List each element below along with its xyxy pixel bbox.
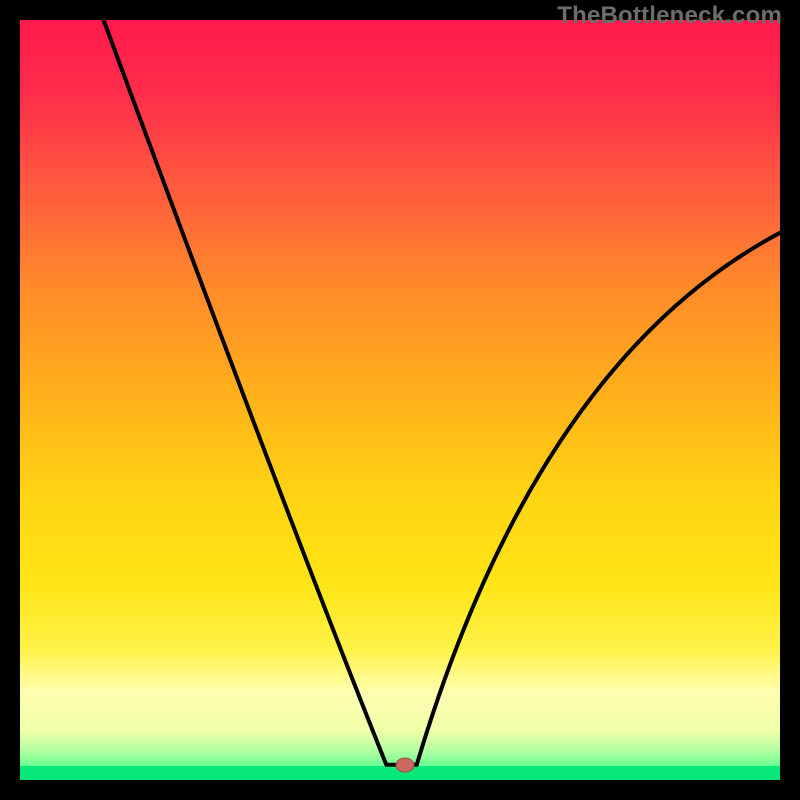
marker-ellipse (396, 758, 414, 772)
curve-path (104, 20, 780, 765)
chart-stage: TheBottleneck.com (0, 0, 800, 800)
bottleneck-curve (20, 20, 780, 780)
frame-left (0, 0, 20, 800)
frame-bottom (0, 780, 800, 800)
bottleneck-marker (394, 756, 416, 774)
frame-right (780, 0, 800, 800)
watermark-text: TheBottleneck.com (557, 2, 782, 30)
marker-ellipse-svg (394, 756, 416, 774)
plot-area (20, 20, 780, 780)
